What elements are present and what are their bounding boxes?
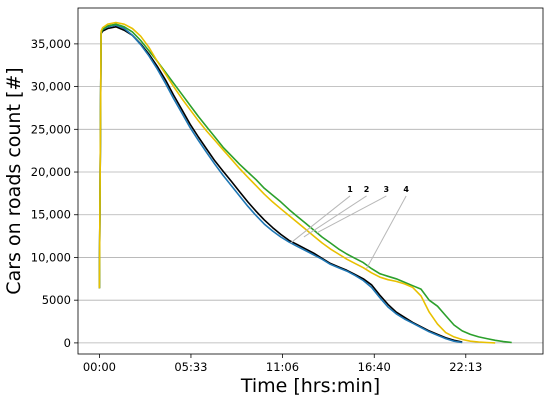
series-lines	[98, 21, 512, 344]
y-tick-label: 35,000	[31, 37, 71, 51]
plot-frame	[77, 7, 544, 355]
y-tick-label: 0	[64, 336, 71, 350]
x-axis-ticks: 00:00 05:33 11:06 16:40 22:13	[83, 354, 482, 374]
series-line-2	[98, 24, 463, 344]
annotation-label: 2	[364, 185, 370, 194]
x-tick-label: 16:40	[358, 360, 391, 374]
annotation-leader-line	[366, 195, 407, 269]
annotation-label: 1	[347, 185, 353, 194]
annotation-leader-line	[303, 195, 367, 238]
y-tick-label: 10,000	[31, 250, 71, 264]
y-tick-label: 25,000	[31, 122, 71, 136]
annotation-leader-line	[316, 195, 387, 234]
series-line-1	[98, 25, 463, 343]
x-tick-label: 00:00	[83, 360, 116, 374]
x-tick-label: 05:33	[174, 360, 207, 374]
x-tick-label: 22:13	[449, 360, 482, 374]
annotation-label: 3	[384, 185, 390, 194]
annotation-label: 4	[403, 185, 409, 194]
x-axis-title: Time [hrs:min]	[240, 375, 380, 397]
x-tick-label: 11:06	[266, 360, 299, 374]
series-line-4	[98, 21, 496, 344]
annotation-leader-line	[290, 195, 351, 244]
y-tick-label: 30,000	[31, 80, 71, 94]
y-axis-ticks: 0 5000 10,000 15,000 20,000 25,000 30,000 35,00…	[31, 37, 78, 350]
y-tick-label: 15,000	[31, 208, 71, 222]
y-axis-title: Cars on roads count [#]	[3, 67, 25, 294]
y-tick-label: 20,000	[31, 165, 71, 179]
y-tick-label: 5000	[42, 293, 71, 307]
annotations: 1 2 3 4	[290, 185, 409, 269]
grid-lines	[78, 43, 543, 344]
